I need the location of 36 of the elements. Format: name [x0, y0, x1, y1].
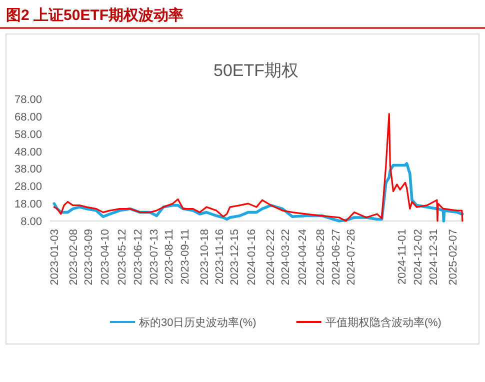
x-tick-label: 2023-07-13 [148, 229, 160, 286]
y-tick-label: 38.00 [14, 164, 42, 176]
x-tick-label: 2024-03-22 [280, 229, 292, 286]
legend-label: 平值期权隐含波动率(%) [325, 316, 442, 329]
x-tick-label: 2023-11-16 [214, 229, 226, 284]
x-tick-label: 2023-10-18 [198, 229, 211, 286]
x-tick-label: 2023-09-11 [180, 229, 192, 284]
x-tick-label: 2024-05-28 [314, 229, 327, 286]
x-tick-label: 2023-04-10 [100, 229, 112, 286]
y-tick-label: 18.00 [14, 198, 42, 211]
x-tick-label: 2024-01-16 [246, 229, 258, 286]
legend-label: 标的30日历史波动率(%) [138, 316, 256, 329]
x-tick-label: 2024-12-31 [428, 229, 440, 286]
x-tick-label: 2024-11-01 [396, 229, 409, 284]
y-tick-label: 68.00 [14, 111, 42, 124]
x-tick-label: 2023-06-12 [132, 229, 144, 286]
x-tick-label: 2024-02-22 [265, 229, 278, 286]
x-tick-label: 2024-06-27 [330, 229, 343, 286]
chart-subtitle: 50ETF期权 [213, 61, 299, 80]
chart-title: 图2 上证50ETF期权波动率 [6, 6, 184, 24]
y-tick-label: 58.00 [14, 128, 42, 141]
y-tick-label: 8.00 [20, 216, 42, 228]
x-tick-label: 2023-08-11 [164, 229, 176, 284]
x-tick-label: 2023-12-15 [229, 229, 242, 286]
x-tick-label: 2024-07-26 [346, 229, 358, 286]
x-tick-label: 2023-01-03 [49, 229, 62, 286]
y-tick-label: 28.00 [14, 181, 42, 194]
x-tick-label: 2023-02-08 [68, 229, 80, 286]
x-tick-label: 2023-05-12 [116, 229, 128, 286]
y-tick-label: 78.00 [14, 94, 42, 106]
line-series [53, 113, 464, 222]
x-tick-label: 2024-04-24 [297, 229, 310, 286]
x-tick-label: 2025-02-07 [448, 229, 460, 286]
y-tick-label: 48.00 [14, 146, 42, 158]
x-tick-label: 2023-03-09 [82, 229, 95, 286]
x-tick-label: 2024-12-02 [412, 229, 425, 286]
